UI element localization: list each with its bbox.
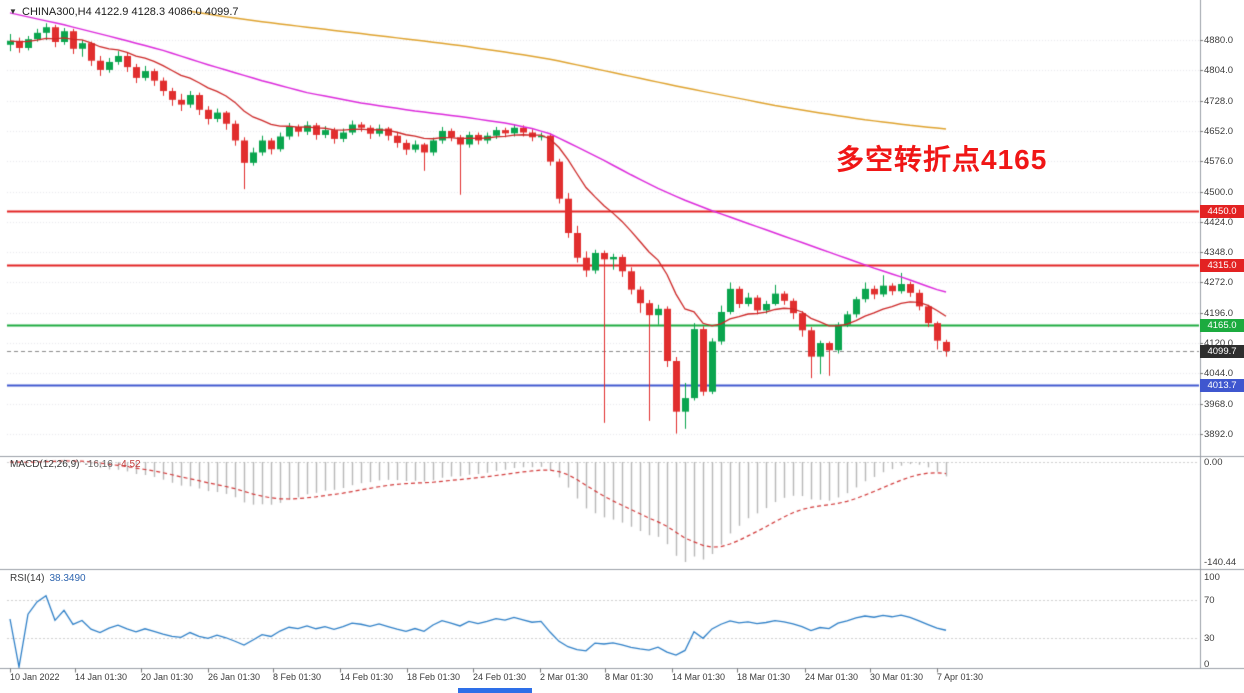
price-tick-label: 4880.0	[1204, 35, 1234, 46]
time-tick-label: 8 Mar 01:30	[605, 672, 654, 682]
time-tick-label: 18 Mar 01:30	[737, 672, 791, 682]
price-level-tag: 4013.7	[1200, 378, 1244, 392]
macd-axis-label: -140.44	[1204, 556, 1237, 568]
price-tick-label: 3892.0	[1204, 428, 1234, 440]
rsi-axis-label: 100	[1204, 572, 1220, 583]
time-tick-label: 14 Jan 01:30	[75, 672, 128, 682]
price-tick-label: 4348.0	[1204, 247, 1234, 259]
taskbar-strip[interactable]	[458, 688, 532, 693]
time-tick-label: 14 Mar 01:30	[672, 672, 726, 682]
macd-value-signal: -4.52	[117, 459, 141, 470]
time-tick-label: 20 Jan 01:30	[141, 672, 194, 682]
time-axis[interactable]: 10 Jan 2022 14 Jan 01:30 20 Jan 01:30 26 Ja…	[0, 670, 1244, 693]
symbol-dropdown-icon[interactable]: ▼	[9, 7, 17, 16]
price-tick-label: 4120.0	[1204, 338, 1234, 350]
macd-axis-label: 0.00	[1204, 457, 1223, 468]
time-tick-label: 8 Feb 01:30	[273, 672, 322, 682]
symbol-ohlc-title: CHINA300,H4 4122.9 4128.3 4086.0 4099.7	[22, 6, 239, 18]
price-tick-label: 3968.0	[1204, 398, 1234, 410]
price-level-tag: 4315.0	[1200, 258, 1244, 272]
rsi-axis-label: 70	[1204, 594, 1215, 606]
price-level-tag: 4165.0	[1200, 318, 1244, 332]
macd-indicator-label: MACD(12,26,9) -16.16 -4.52	[10, 459, 141, 470]
price-tick-label: 4804.0	[1204, 65, 1234, 77]
rsi-indicator-label: RSI(14) 38.3490	[10, 573, 86, 584]
price-axis[interactable]: 4880.0 4804.0 4728.0 4652.0 4576.0 4500.0 4424…	[1204, 0, 1244, 670]
price-tick-label: 4196.0	[1204, 307, 1234, 319]
time-tick-label: 2 Mar 01:30	[540, 672, 589, 682]
price-tick-label: 4424.0	[1204, 216, 1234, 228]
rsi-axis-label: 0	[1204, 659, 1210, 670]
price-tick-label: 4272.0	[1204, 277, 1234, 289]
time-tick-label: 24 Feb 01:30	[473, 672, 527, 682]
price-tick-label: 4576.0	[1204, 156, 1234, 168]
rsi-axis-label: 30	[1204, 633, 1215, 645]
time-tick-label: 24 Mar 01:30	[805, 672, 859, 682]
time-tick-label: 18 Feb 01:30	[407, 672, 461, 682]
time-tick-label: 30 Mar 01:30	[870, 672, 924, 682]
current-price-tag: 4099.7	[1200, 344, 1244, 358]
rsi-value: 38.3490	[49, 573, 86, 584]
time-tick-label: 10 Jan 2022	[10, 672, 60, 682]
time-tick-label: 7 Apr 01:30	[937, 672, 984, 682]
time-tick-label: 14 Feb 01:30	[340, 672, 394, 682]
price-level-tag: 4450.0	[1200, 204, 1244, 218]
price-tick-label: 4652.0	[1204, 125, 1234, 137]
rsi-title: RSI(14)	[10, 573, 45, 584]
annotation-text: 多空转折点4165	[836, 144, 1048, 175]
time-tick-label: 26 Jan 01:30	[208, 672, 261, 682]
price-tick-label: 4500.0	[1204, 186, 1234, 198]
macd-title: MACD(12,26,9)	[10, 459, 80, 470]
price-tick-label: 4044.0	[1204, 368, 1234, 380]
price-tick-label: 4728.0	[1204, 95, 1234, 107]
macd-value-main: -16.16	[84, 459, 113, 470]
